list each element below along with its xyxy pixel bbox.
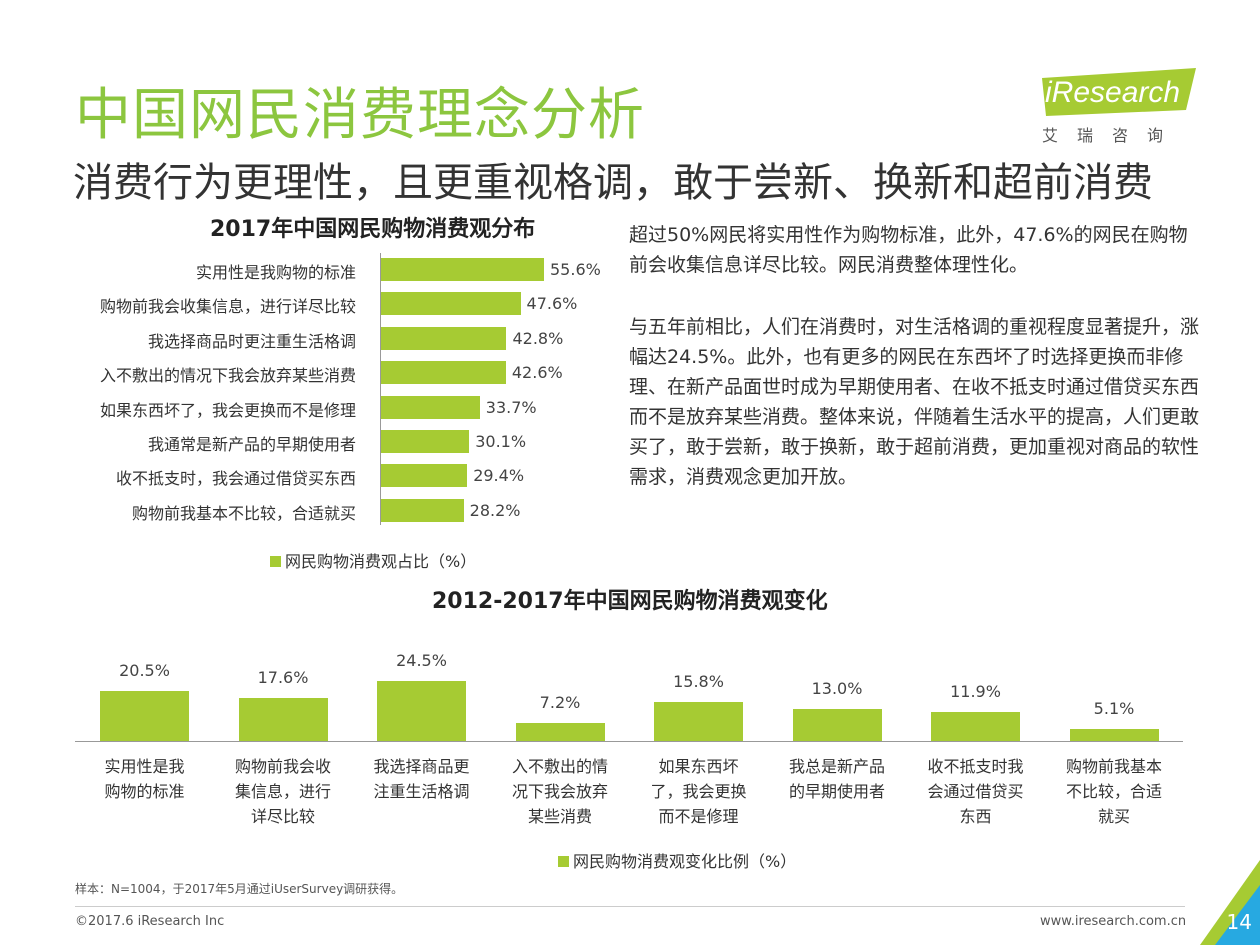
page-subtitle: 消费行为更理性，且更重视格调，敢于尝新、换新和超前消费: [73, 160, 1153, 206]
chart1-category-label: 收不抵支时，我会通过借贷买东西: [115, 469, 356, 489]
chart1-bar: [381, 430, 470, 453]
footer-divider: [75, 906, 1185, 907]
chart2-bar: [792, 709, 882, 741]
chart1-bar: [381, 464, 468, 488]
legend-swatch: [270, 556, 281, 567]
sample-note: 样本：N=1004，于2017年5月通过iUserSurvey调研获得。: [75, 882, 404, 896]
chart2-axis-line: [75, 741, 1183, 742]
iresearch-logo: iResearch 艾瑞咨询: [1040, 66, 1200, 146]
page-number: 14: [1226, 910, 1252, 934]
chart2-bar: [931, 711, 1020, 741]
logo-cn: 艾瑞咨询: [1042, 126, 1183, 145]
chart2-legend-label: 网民购物消费观变化比例（%）: [573, 852, 797, 871]
chart1-axis-line: [380, 253, 381, 525]
logo-banner-shape: [1042, 68, 1196, 116]
chart2-bar: [238, 697, 328, 741]
chart2-category-label: 我总是新产品 的早期使用者: [788, 757, 885, 801]
chart1-bar: [381, 395, 480, 419]
chart2-value-label: 15.8%: [673, 672, 724, 692]
chart1-value-label: 29.4%: [473, 466, 525, 486]
chart2-category-label: 实用性是我 购物的标准: [104, 757, 185, 801]
chart1-category-label: 如果东西坏了，我会更换而不是修理: [99, 400, 356, 420]
chart1-category-label: 我选择商品时更注重生活格调: [147, 331, 356, 351]
page-title: 中国网民消费理念分析: [75, 83, 645, 148]
chart1-value-label: 42.8%: [512, 328, 564, 348]
chart2-legend: 网民购物消费观变化比例（%）: [558, 848, 796, 872]
chart1-bar: [381, 292, 521, 316]
logo-brand: iResearch: [1045, 76, 1181, 109]
chart1-category-label: 购物前我基本不比较，合适就买: [131, 503, 356, 523]
chart2-category-label: 入不敷出的情 况下我会放弃 某些消费: [511, 757, 608, 826]
chart1-category-label: 购物前我会收集信息，进行详尽比较: [99, 297, 356, 317]
copyright: ©2017.6 iResearch Inc: [75, 914, 225, 929]
chart2-bar: [1069, 728, 1159, 741]
chart1-bar: [381, 258, 544, 281]
chart2-bar: [100, 690, 189, 741]
chart1-legend: 网民购物消费观占比（%）: [270, 548, 476, 572]
chart2-value-label: 5.1%: [1093, 698, 1135, 718]
chart1-bar: [381, 361, 506, 385]
chart2-value-label: 24.5%: [396, 651, 447, 670]
chart1-value-label: 33.7%: [485, 397, 537, 417]
chart2-category-label: 购物前我会收 集信息，进行 详尽比较: [234, 757, 331, 826]
chart2-category-label: 我选择商品更 注重生活格调: [373, 757, 470, 801]
chart1-value-label: 42.6%: [511, 363, 563, 383]
chart1-legend-label: 网民购物消费观占比（%）: [285, 552, 477, 571]
chart2-value-label: 13.0%: [811, 679, 863, 699]
chart1-bar: [381, 326, 507, 350]
chart2-value-label: 11.9%: [950, 681, 1001, 701]
legend-swatch: [558, 856, 569, 867]
summary-paragraph-2: 与五年前相比，人们在消费时，对生活格调的重视程度显著提升，涨幅达24.5%。此外…: [629, 316, 1200, 488]
chart1-category-label: 我通常是新产品的早期使用者: [147, 435, 356, 454]
chart1-value-label: 28.2%: [469, 500, 521, 520]
chart2-category-label: 如果东西坏 了，我会更换 而不是修理: [650, 757, 747, 826]
chart2-value-label: 17.6%: [257, 667, 309, 687]
chart1-title: 2017年中国网民购物消费观分布: [210, 217, 536, 242]
chart1-category-label: 入不敷出的情况下我会放弃某些消费: [99, 366, 356, 386]
website-link[interactable]: www.iresearch.com.cn: [1040, 914, 1187, 929]
summary-paragraph-1: 超过50%网民将实用性作为购物标准，此外，47.6%的网民在购物前会收集信息详尽…: [629, 224, 1188, 276]
chart1-category-label: 实用性是我购物的标准: [195, 263, 356, 282]
chart2-title: 2012-2017年中国网民购物消费观变化: [432, 589, 828, 614]
chart1-value-label: 47.6%: [526, 294, 578, 314]
chart2-category-label: 购物前我基本 不比较，合适 就买: [1065, 757, 1162, 826]
chart1-value-label: 55.6%: [550, 260, 601, 279]
chart2-bar: [515, 723, 605, 741]
chart1-value-label: 30.1%: [475, 432, 527, 451]
chart2-category-label: 收不抵支时我 会通过借贷买 东西: [927, 757, 1024, 826]
chart2-value-label: 7.2%: [539, 693, 581, 713]
corner-decoration: [1200, 860, 1260, 945]
chart1-bar: [381, 498, 464, 522]
chart2-bar: [654, 702, 743, 741]
chart2-bar: [377, 681, 466, 741]
chart2-value-label: 20.5%: [119, 660, 170, 680]
